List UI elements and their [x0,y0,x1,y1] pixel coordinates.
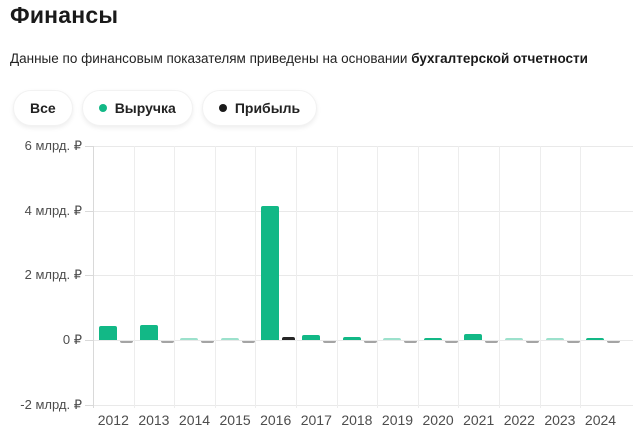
y-axis-tick [85,145,93,147]
x-axis-label-2022: 2022 [503,412,535,428]
gridline-y-6 [93,145,633,147]
filter-chip-revenue[interactable]: Выручка [81,90,193,126]
subtitle-bold-text: бухгалтерской отчетности [411,51,588,66]
y-axis-label: 0 ₽ [62,332,82,347]
profit-bar-2014[interactable] [201,341,215,343]
gridline-y--2 [93,404,633,406]
profit-bar-2024[interactable] [607,341,621,343]
page-title: Финансы [10,2,119,28]
profit-bar-2017[interactable] [323,341,336,343]
revenue-bar-2017[interactable] [302,335,320,340]
profit-bar-2023[interactable] [566,341,580,343]
filter-chip-profit[interactable]: Прибыль [201,90,318,126]
revenue-bar-2020[interactable] [423,337,442,340]
y-axis-label: 2 млрд. ₽ [24,267,82,283]
gridline-x [499,146,500,408]
x-axis-label-2013: 2013 [138,412,170,428]
gridline-x [133,146,135,408]
gridline-x [255,146,257,408]
gridline-x [539,146,541,408]
y-axis-tick [85,210,93,212]
profit-bar-2022[interactable] [526,341,539,343]
x-axis-label-2020: 2020 [422,412,454,428]
gridline-x [417,146,419,408]
profit-bar-2018[interactable] [363,341,377,343]
revenue-bar-2022[interactable] [505,338,523,340]
y-axis-tick [85,275,93,277]
series-filter-chips: Все Выручка Прибыль [13,90,318,126]
gridline-y-0 [93,340,633,341]
y-axis-tick [85,340,93,341]
gridline-x [174,146,176,408]
chip-label-revenue: Выручка [114,100,176,116]
revenue-bar-2019[interactable] [383,338,402,340]
gridline-x [458,146,460,408]
revenue-bar-2021[interactable] [464,334,483,340]
revenue-bar-2024[interactable] [586,337,605,340]
revenue-bar-2016[interactable] [261,205,280,340]
subtitle-text: Данные по финансовым показателям приведе… [10,51,412,66]
revenue-bar-2012[interactable] [99,326,117,340]
x-axis-label-2015: 2015 [219,412,251,428]
x-axis-label-2018: 2018 [341,412,373,428]
profit-bar-2012[interactable] [120,341,133,343]
profit-bar-2021[interactable] [485,341,499,343]
x-axis-label-2021: 2021 [463,412,495,428]
revenue-bar-2013[interactable] [139,325,158,340]
revenue-legend-dot [98,104,107,112]
revenue-bar-2018[interactable] [342,336,361,340]
revenue-bar-2023[interactable] [545,338,564,340]
profit-bar-2013[interactable] [160,341,174,343]
x-axis-label-2014: 2014 [178,412,211,428]
y-axis-tick [85,404,93,406]
gridline-x [336,146,338,408]
profit-bar-2020[interactable] [444,341,458,343]
x-axis-label-2019: 2019 [381,412,414,428]
gridline-y-4 [93,210,633,212]
x-axis-label-2017: 2017 [300,412,332,428]
profit-bar-2016[interactable] [282,336,296,340]
x-axis-label-2024: 2024 [584,412,617,428]
y-axis-label: 6 млрд. ₽ [24,137,82,153]
gridline-x [214,146,216,408]
chip-label-profit: Прибыль [234,100,301,116]
profit-legend-dot [218,104,227,112]
x-axis-label-2023: 2023 [544,412,576,428]
profit-bar-2019[interactable] [404,341,418,343]
y-axis-line [93,146,94,408]
y-axis-label: -2 млрд. ₽ [20,396,82,412]
gridline-y-2 [93,275,633,277]
filter-chip-all[interactable]: Все [13,90,73,126]
profit-bar-2015[interactable] [241,341,255,343]
gridline-x [296,146,297,408]
x-axis-label-2016: 2016 [260,412,292,428]
revenue-bar-2014[interactable] [180,338,199,340]
gridline-x [377,146,379,408]
gridline-x [580,146,582,408]
subtitle: Данные по финансовым показателям приведе… [10,51,588,66]
chip-label-all: Все [30,100,56,116]
x-axis-label-2012: 2012 [97,412,129,428]
revenue-bar-2015[interactable] [220,338,239,340]
y-axis-label: 4 млрд. ₽ [24,202,82,218]
